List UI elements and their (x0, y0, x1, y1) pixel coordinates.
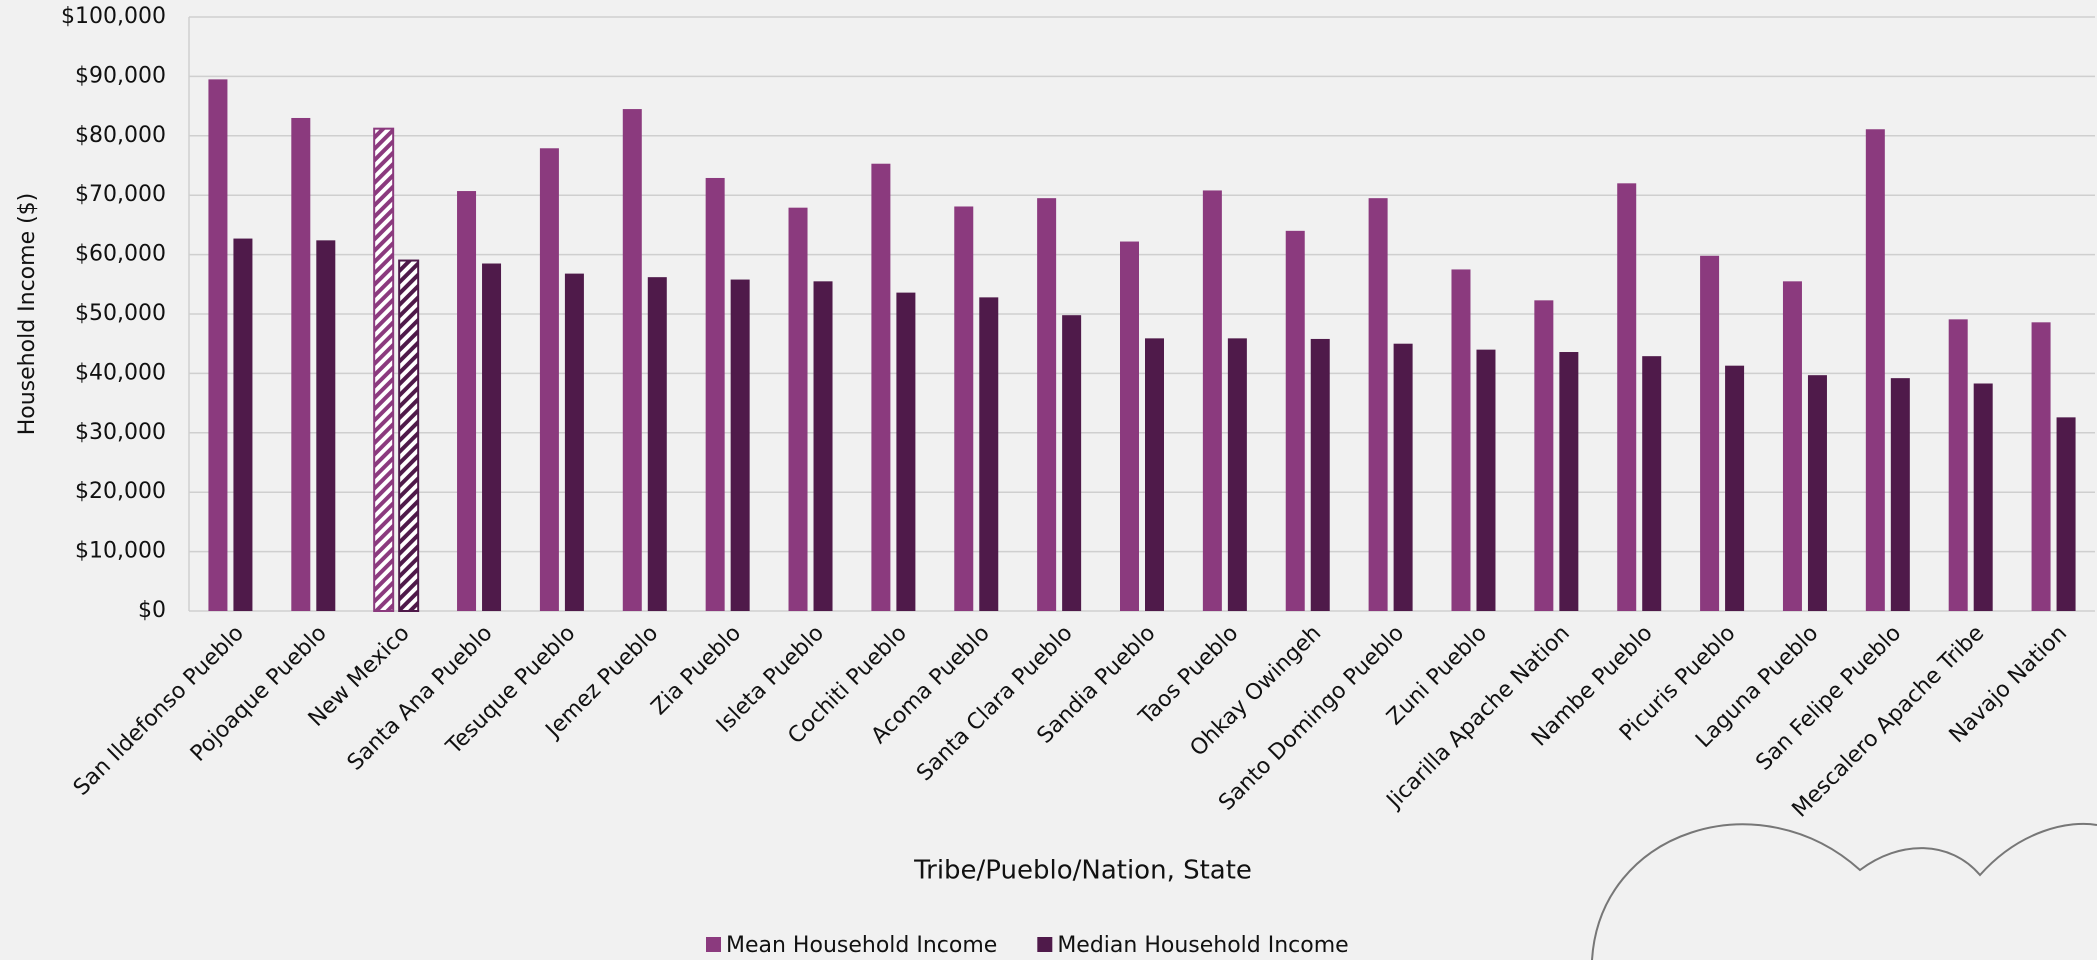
bar (1782, 281, 1802, 611)
legend: Mean Household Income Median Household In… (706, 933, 1349, 958)
bar (1476, 349, 1496, 611)
bar (482, 263, 502, 611)
bar (1807, 375, 1827, 611)
bar (979, 297, 999, 611)
bar (1700, 255, 1720, 611)
bar (1227, 338, 1247, 611)
bar (539, 148, 559, 612)
bar (788, 207, 808, 611)
bar (1642, 356, 1662, 611)
bar (1062, 315, 1082, 611)
bar (291, 117, 311, 611)
bar (1285, 230, 1305, 611)
bar (1559, 352, 1579, 611)
bar (373, 127, 395, 612)
bar (1202, 190, 1222, 611)
y-tick-label: $10,000 (75, 539, 166, 564)
x-axis-title: Tribe/Pueblo/Nation, State (913, 856, 1252, 886)
bar (1865, 129, 1885, 612)
y-tick-label: $50,000 (75, 301, 166, 326)
y-tick-label: $90,000 (75, 63, 166, 88)
y-axis-title: Household Income ($) (15, 193, 40, 436)
y-tick-label: $20,000 (75, 479, 166, 504)
y-tick-label: $40,000 (75, 360, 166, 385)
y-tick-label: $80,000 (75, 123, 166, 148)
bar (1145, 338, 1164, 611)
bar (1725, 365, 1745, 611)
legend-swatch (706, 937, 721, 952)
bar (1534, 300, 1554, 611)
legend-label: Mean Household Income (726, 933, 997, 958)
bar (2056, 417, 2076, 611)
bar (705, 177, 725, 611)
bar (813, 281, 833, 611)
bar (208, 79, 228, 612)
bar (1120, 241, 1139, 612)
bar (1368, 198, 1388, 612)
y-tick-label: $60,000 (75, 242, 166, 267)
bar (730, 279, 750, 611)
bar (457, 191, 477, 612)
y-tick-label: $0 (138, 598, 166, 623)
y-tick-label: $30,000 (75, 420, 166, 445)
bar (398, 259, 420, 612)
bar (1973, 383, 1993, 611)
bar (1451, 269, 1471, 611)
bar (871, 163, 891, 611)
bar (622, 109, 642, 611)
bar (1310, 338, 1330, 611)
bar (647, 277, 667, 611)
legend-swatch (1037, 937, 1053, 952)
bar (564, 273, 584, 611)
y-tick-label: $100,000 (61, 4, 166, 29)
bar (1617, 183, 1637, 611)
y-tick-label: $70,000 (75, 182, 166, 207)
bar (1393, 343, 1413, 611)
bar (1037, 198, 1057, 612)
legend-label: Median Household Income (1057, 933, 1348, 958)
bar (896, 292, 916, 611)
bar (1948, 319, 1968, 611)
bar (233, 238, 253, 611)
bar (1890, 378, 1910, 611)
bar (954, 206, 974, 611)
decoration (1591, 822, 2097, 960)
bar (2031, 322, 2051, 611)
bar (316, 240, 336, 611)
